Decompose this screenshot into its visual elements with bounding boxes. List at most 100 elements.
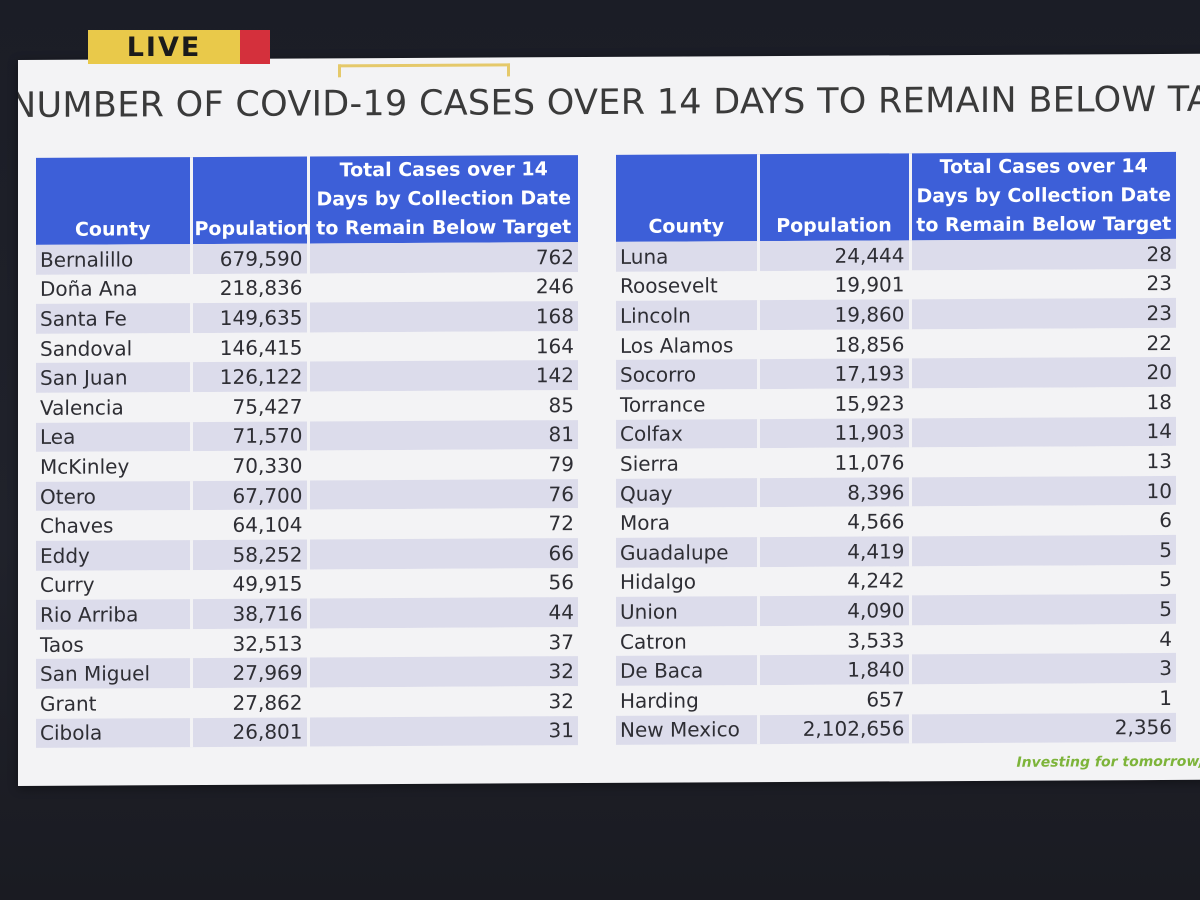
cell-population: 49,915: [191, 569, 308, 600]
table-row: Guadalupe 4,419 5: [616, 534, 1176, 568]
cell-cases: 79: [308, 449, 578, 481]
cell-county: Roosevelt: [616, 270, 758, 302]
cell-county: McKinley: [36, 451, 191, 482]
cell-population: 11,903: [758, 417, 910, 449]
cell-county: Harding: [616, 685, 758, 716]
table-row: Curry 49,915 56: [36, 567, 578, 601]
table-row: Rio Arriba 38,716 44: [36, 597, 578, 630]
cell-population: 32,513: [191, 628, 308, 659]
table-row: New Mexico 2,102,656 2,356: [616, 712, 1176, 745]
cell-county: Valencia: [36, 392, 191, 423]
cell-cases: 31: [308, 715, 578, 747]
live-accent-bar: [240, 30, 270, 64]
table-header-row: County Population Total Cases over 14 Da…: [36, 155, 578, 245]
table-row: Los Alamos 18,856 22: [616, 327, 1176, 361]
cell-county: Chaves: [36, 510, 191, 541]
table-row: San Miguel 27,969 32: [36, 656, 578, 689]
table-row: Colfax 11,903 14: [616, 416, 1176, 450]
cell-county: Curry: [36, 569, 191, 601]
cell-cases: 246: [308, 271, 578, 303]
cell-population: 27,862: [191, 687, 308, 718]
cell-population: 4,566: [758, 506, 910, 538]
cell-population: 38,716: [191, 598, 308, 629]
cell-population: 71,570: [191, 421, 308, 452]
table-header-row: County Population Total Cases over 14 Da…: [616, 151, 1176, 242]
cell-population: 149,635: [191, 302, 308, 333]
cell-cases: 3: [910, 653, 1176, 685]
cell-cases: 5: [910, 594, 1176, 626]
cell-cases: 66: [308, 538, 578, 570]
table-body-right: Luna 24,444 28 Roosevelt 19,901 23 Lincoln 19,8…: [616, 238, 1176, 745]
cell-county: Union: [616, 596, 758, 627]
cell-population: 18,856: [758, 329, 910, 360]
cell-population: 218,836: [191, 273, 308, 304]
table-row: Sandoval 146,415 164: [36, 330, 578, 364]
cell-cases: 85: [308, 390, 578, 422]
cell-cases: 2,356: [910, 712, 1176, 744]
cell-cases: 23: [910, 298, 1176, 330]
table-row: Grant 27,862 32: [36, 685, 578, 719]
cell-cases: 6: [910, 505, 1176, 537]
footer-tagline-green: Investing for tomorrow,: [1016, 753, 1200, 771]
cell-cases: 76: [308, 478, 578, 510]
table-row: Lincoln 19,860 23: [616, 298, 1176, 331]
cell-cases: 18: [910, 386, 1176, 418]
cell-population: 11,076: [758, 447, 910, 478]
table-row: Eddy 58,252 66: [36, 538, 578, 571]
table-row: Chaves 64,104 72: [36, 508, 578, 541]
table-row: Lea 71,570 81: [36, 419, 578, 453]
header-population: Population: [758, 153, 910, 242]
table-row: Otero 67,700 76: [36, 478, 578, 512]
cell-population: 27,969: [191, 657, 308, 689]
cell-cases: 13: [910, 446, 1176, 478]
cell-county: De Baca: [616, 655, 758, 686]
cell-county: Doña Ana: [36, 273, 191, 305]
cell-population: 4,419: [758, 536, 910, 567]
cell-county: Santa Fe: [36, 303, 191, 334]
live-badge: LIVE: [88, 30, 270, 64]
cell-population: 70,330: [191, 450, 308, 481]
cell-population: 679,590: [191, 243, 308, 274]
cell-county: San Juan: [36, 362, 191, 393]
cell-cases: 1: [910, 682, 1176, 714]
cell-cases: 28: [910, 238, 1176, 270]
cell-cases: 4: [910, 623, 1176, 655]
county-table-left: County Population Total Cases over 14 Da…: [36, 155, 578, 748]
cell-population: 58,252: [191, 539, 308, 570]
cell-county: Hidalgo: [616, 566, 758, 597]
header-county: County: [616, 154, 758, 242]
cell-cases: 14: [910, 416, 1176, 448]
table-row: Harding 657 1: [616, 682, 1176, 716]
county-table-right: County Population Total Cases over 14 Da…: [616, 151, 1176, 745]
cell-population: 17,193: [758, 358, 910, 390]
table-row: Bernalillo 679,590 762: [36, 242, 578, 275]
cell-population: 1,840: [758, 654, 910, 686]
presentation-slide: NUMBER OF COVID-19 CASES OVER 14 DAYS TO…: [18, 53, 1200, 787]
table-row: McKinley 70,330 79: [36, 449, 578, 482]
cell-county: Sierra: [616, 448, 758, 479]
cell-cases: 32: [308, 685, 578, 717]
cell-population: 26,801: [191, 716, 308, 748]
cell-county: Catron: [616, 625, 758, 657]
table-row: Torrance 15,923 18: [616, 386, 1176, 420]
cell-cases: 762: [308, 242, 578, 274]
header-cases: Total Cases over 14 Days by Collection D…: [308, 155, 578, 244]
cell-county: Otero: [36, 480, 191, 512]
cell-population: 19,860: [758, 299, 910, 330]
cell-population: 19,901: [758, 269, 910, 301]
table-row: Catron 3,533 4: [616, 623, 1176, 657]
cell-county: Mora: [616, 507, 758, 538]
cell-population: 67,700: [191, 480, 308, 511]
cell-population: 15,923: [758, 388, 910, 419]
table-row: San Juan 126,122 142: [36, 360, 578, 393]
cell-population: 126,122: [191, 361, 308, 393]
cell-cases: 10: [910, 475, 1176, 507]
footer-tagline: Investing for tomorrow, deliverin: [1016, 753, 1200, 771]
cell-county: Torrance: [616, 389, 758, 420]
table-row: Roosevelt 19,901 23: [616, 268, 1176, 302]
cell-cases: 32: [308, 656, 578, 688]
cell-cases: 5: [910, 534, 1176, 566]
cell-county: Rio Arriba: [36, 599, 191, 630]
live-label: LIVE: [88, 30, 240, 64]
table-body-left: Bernalillo 679,590 762 Doña Ana 218,836 246 Sa…: [36, 242, 578, 748]
